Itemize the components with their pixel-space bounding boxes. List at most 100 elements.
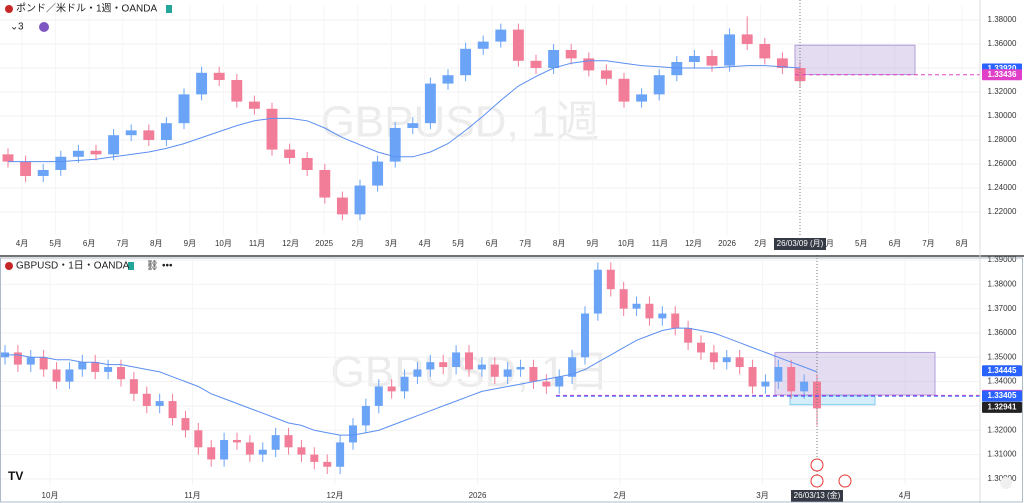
candle-body (248, 101, 260, 109)
candle-body (490, 364, 499, 377)
candle-body (389, 127, 401, 162)
candle-body (606, 269, 615, 290)
x-tick-label: 6月 (889, 239, 901, 248)
x-tick-label: 9月 (586, 239, 598, 248)
y-tick-label: 1.26000 (988, 159, 1017, 168)
candle-body (741, 34, 753, 44)
event-icon[interactable] (838, 474, 852, 488)
candle-body (688, 55, 700, 62)
link-icon[interactable]: ⛓ (146, 260, 159, 272)
y-tick-label: 1.30000 (988, 111, 1017, 120)
x-tick-label: 12月 (282, 239, 299, 248)
candle-body (706, 55, 718, 66)
candle-body (426, 362, 435, 370)
chart-title: ポンド／米ドル・1週・OANDA (16, 2, 157, 15)
x-tick-label: 3月 (756, 491, 768, 500)
candle-body (233, 440, 241, 443)
candle-body (477, 41, 489, 49)
event-icon[interactable] (810, 474, 824, 488)
x-tick-label: 5月 (855, 239, 867, 248)
candle-body (618, 78, 630, 102)
candle-body (653, 75, 665, 95)
candle-body (117, 367, 125, 380)
candle-body (600, 70, 612, 79)
x-tick-label: 11月 (652, 239, 668, 248)
candle-body (160, 123, 172, 140)
y-tick-label: 1.24000 (988, 183, 1017, 192)
x-tick-label: 6月 (486, 239, 498, 248)
x-tick-label: 4月 (821, 239, 833, 248)
x-tick-label: 2月 (351, 239, 363, 248)
price-label: 1.33920 (988, 64, 1017, 73)
candle-body (658, 313, 667, 319)
candle-body (460, 48, 472, 76)
y-tick-label: 1.32000 (988, 425, 1017, 434)
candle-body (512, 29, 524, 61)
candle-body (684, 328, 693, 343)
zone (774, 351, 936, 396)
candle-body (593, 269, 602, 314)
candle-body (400, 376, 409, 392)
candle-body (336, 442, 345, 467)
x-tick-label: 7月 (519, 239, 531, 248)
tv-logo: TV (8, 469, 23, 483)
candle-body (709, 352, 718, 363)
moving-average (5, 327, 818, 436)
candle-body (37, 169, 49, 176)
candle-body (516, 367, 525, 370)
flag-icon (5, 262, 13, 270)
crosshair-label: 26/03/09 (月) (777, 239, 824, 248)
candle-body (407, 123, 419, 128)
price-label: 1.33405 (988, 391, 1017, 400)
event-icon[interactable] (810, 458, 824, 472)
candle-body (671, 313, 680, 329)
x-tick-label: 11月 (184, 491, 200, 500)
x-tick-label: 12月 (685, 239, 702, 248)
candle-body (439, 362, 448, 368)
candle-body (759, 43, 771, 59)
candle-body (465, 352, 473, 370)
candle-body (168, 401, 177, 419)
candle-body (258, 449, 267, 455)
candle-body (361, 405, 370, 426)
x-tick-label: 5月 (49, 239, 61, 248)
y-tick-label: 1.34000 (988, 377, 1017, 386)
candle-body (55, 156, 67, 170)
price-label: 1.33436 (988, 70, 1017, 79)
crosshair-label-bg (774, 238, 826, 250)
y-tick-label: 1.38000 (988, 279, 1017, 288)
x-tick-label: 9月 (184, 239, 196, 248)
x-tick-label: 8月 (150, 239, 162, 248)
x-tick-label: 2026 (469, 491, 487, 500)
candle-body (2, 154, 14, 162)
y-tick-label: 1.35000 (988, 352, 1017, 361)
candle-body (20, 161, 32, 176)
candle-body (636, 94, 648, 102)
candle-body (442, 75, 454, 84)
chart-title: GBPUSD・1日・OANDA (16, 261, 130, 272)
indicator-icon[interactable] (39, 22, 49, 32)
x-tick-label: 5月 (452, 239, 464, 248)
candle-body (155, 401, 164, 406)
collapse-arrow[interactable]: ⌄ (10, 22, 18, 33)
candle-body (142, 393, 151, 406)
candle-body (581, 313, 589, 358)
price-label-bg (982, 401, 1022, 413)
candle-body (548, 49, 560, 68)
settings-icon[interactable] (1000, 477, 1012, 489)
candle-body (800, 381, 809, 392)
candle-body (194, 430, 203, 448)
candle-body (72, 150, 84, 157)
x-tick-label: 10月 (618, 239, 635, 248)
candle-body (424, 83, 436, 124)
candle-body (196, 72, 208, 95)
x-tick-label: 2月 (614, 491, 626, 500)
y-tick-label: 1.22000 (988, 207, 1017, 216)
zone (789, 395, 876, 406)
x-tick-label: 3月 (385, 239, 397, 248)
more-icon[interactable]: ••• (162, 261, 173, 272)
moving-average (8, 60, 801, 163)
candle-body (271, 435, 280, 450)
